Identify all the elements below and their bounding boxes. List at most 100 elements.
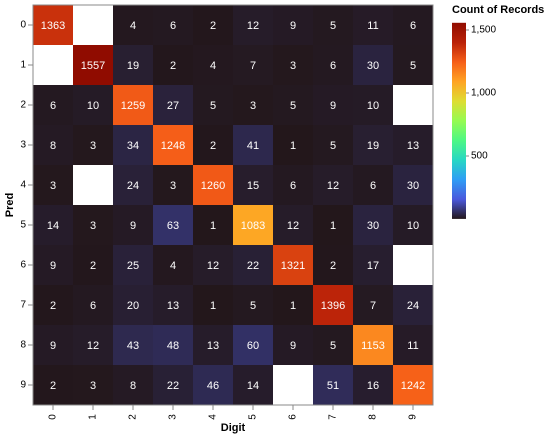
heatmap-cell: [73, 245, 113, 285]
cell-label: 10: [407, 220, 419, 232]
cell-label: 12: [87, 340, 99, 352]
cell-label: 9: [130, 220, 136, 232]
heatmap-cell: [313, 5, 353, 45]
heatmap-cell: [273, 285, 313, 325]
heatmap-cell: [113, 285, 153, 325]
heatmap-cell: [273, 205, 313, 245]
cell-label: 51: [327, 380, 339, 392]
x-tick-label: 7: [328, 414, 339, 420]
cell-label: 8: [130, 380, 136, 392]
cell-label: 13: [407, 140, 419, 152]
x-tick-label: 9: [408, 414, 419, 420]
heatmap-cell: [153, 5, 193, 45]
cell-label: 6: [290, 180, 296, 192]
legend-title: Count of Records: [452, 4, 544, 16]
heatmap-cell: [353, 5, 393, 45]
cell-label: 46: [207, 380, 219, 392]
cell-label: 2: [50, 380, 56, 392]
cell-label: 10: [87, 100, 99, 112]
cell-label: 1083: [241, 220, 265, 232]
cell-label: 48: [167, 340, 179, 352]
heatmap-cell: [393, 125, 433, 165]
heatmap-cell: [193, 45, 233, 85]
cell-label: 10: [367, 100, 379, 112]
cell-label: 3: [290, 60, 296, 72]
heatmap-cell: [353, 245, 393, 285]
heatmap-cell: [193, 85, 233, 125]
cell-label: 9: [290, 20, 296, 32]
cell-label: 4: [170, 260, 176, 272]
cell-label: 5: [250, 300, 256, 312]
x-tick-label: 3: [168, 414, 179, 420]
heatmap-cell: [113, 245, 153, 285]
heatmap-cell: [313, 285, 353, 325]
cell-label: 5: [290, 100, 296, 112]
cell-label: 6: [90, 300, 96, 312]
heatmap-cell: [353, 165, 393, 205]
cell-label: 6: [410, 20, 416, 32]
heatmap-cell: [193, 125, 233, 165]
cell-label: 24: [407, 300, 419, 312]
x-tick-label: 2: [128, 414, 139, 420]
x-tick-label: 5: [248, 414, 259, 420]
y-tick-label: 7: [20, 300, 26, 311]
cell-label: 1396: [321, 300, 345, 312]
x-tick-label: 4: [208, 414, 219, 420]
heatmap-cell: [153, 45, 193, 85]
heatmap-cell: [393, 45, 433, 85]
heatmap-cell: [153, 85, 193, 125]
cell-label: 5: [410, 60, 416, 72]
heatmap-cell: [113, 205, 153, 245]
x-axis-title: Digit: [221, 422, 246, 434]
heatmap-cell: [233, 85, 273, 125]
x-tick-label: 6: [288, 414, 299, 420]
cell-label: 17: [367, 260, 379, 272]
cell-label: 12: [327, 180, 339, 192]
heatmap-cell: [393, 5, 433, 45]
cell-label: 3: [90, 220, 96, 232]
cell-label: 9: [330, 100, 336, 112]
cell-label: 3: [90, 380, 96, 392]
cell-label: 1259: [121, 100, 145, 112]
heatmap-cell: [33, 165, 73, 205]
cell-label: 20: [127, 300, 139, 312]
heatmap-cell: [73, 45, 113, 85]
cell-label: 1153: [361, 340, 385, 352]
cell-label: 2: [90, 260, 96, 272]
heatmap-cell: [353, 125, 393, 165]
cell-label: 25: [127, 260, 139, 272]
y-tick-label: 3: [20, 140, 26, 151]
cell-label: 5: [330, 20, 336, 32]
heatmap-cell: [233, 205, 273, 245]
heatmap-cell: [273, 5, 313, 45]
heatmap-cell: [73, 285, 113, 325]
heatmap-cell: [313, 125, 353, 165]
cell-label: 13: [207, 340, 219, 352]
cell-label: 1: [210, 300, 216, 312]
y-tick-label: 4: [20, 180, 26, 191]
heatmap-cell: [33, 285, 73, 325]
heatmap-cell: [33, 325, 73, 365]
cell-label: 6: [170, 20, 176, 32]
heatmap-cell: [393, 285, 433, 325]
cell-label: 2: [210, 140, 216, 152]
heatmap-cell: [313, 85, 353, 125]
cell-label: 5: [330, 340, 336, 352]
heatmap-cell: [313, 45, 353, 85]
cell-label: 41: [247, 140, 259, 152]
heatmap-cell: [193, 5, 233, 45]
heatmap-cell: [353, 285, 393, 325]
legend-tick-label: 500: [471, 151, 488, 162]
y-tick-label: 9: [20, 380, 26, 391]
cell-label: 43: [127, 340, 139, 352]
heatmap-cell: [73, 125, 113, 165]
cell-label: 1: [330, 220, 336, 232]
legend-gradient: [452, 22, 466, 219]
heatmap-cell: [113, 85, 153, 125]
cell-label: 30: [407, 180, 419, 192]
heatmap-cell: [233, 45, 273, 85]
cell-label: 3: [250, 100, 256, 112]
heatmap-cell: [153, 325, 193, 365]
cell-label: 11: [367, 20, 378, 32]
